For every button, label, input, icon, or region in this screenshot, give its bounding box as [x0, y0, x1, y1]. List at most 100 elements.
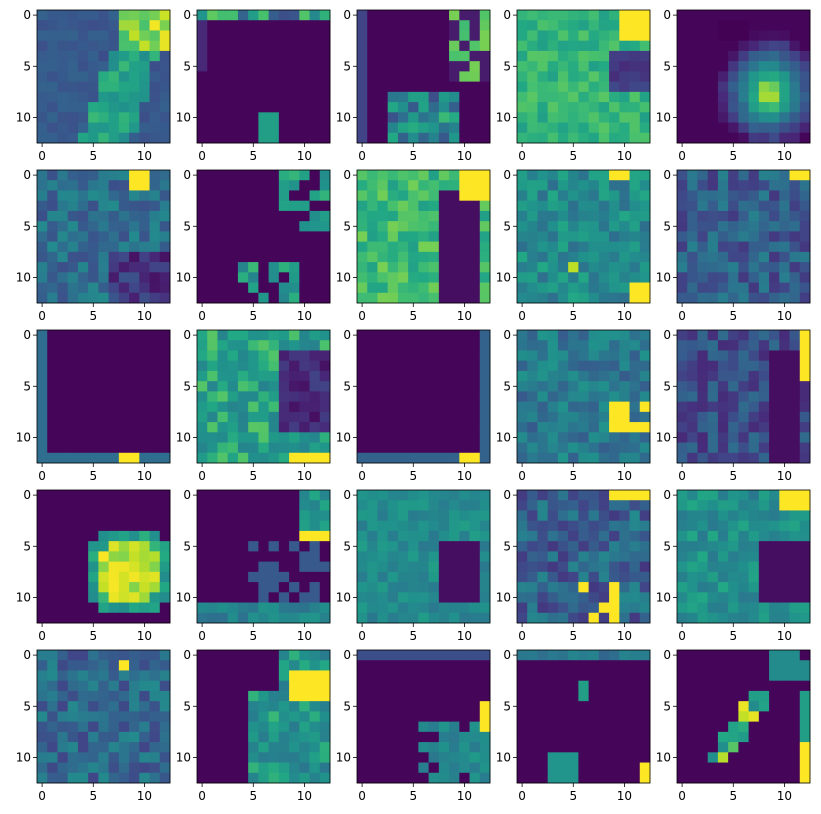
heatmap-cell: [449, 452, 460, 464]
heatmap-cell: [418, 391, 430, 403]
heatmap-cell: [289, 530, 300, 542]
heatmap-cell: [629, 360, 641, 372]
heatmap-cell: [578, 711, 590, 723]
heatmap-cell: [139, 221, 150, 232]
heatmap-cell: [319, 551, 331, 563]
heatmap-cell: [289, 50, 300, 62]
heatmap-cell: [738, 112, 750, 123]
heatmap-cell: [88, 30, 99, 42]
heatmap-cell: [677, 132, 688, 144]
heatmap-cell: [88, 122, 99, 134]
heatmap-cell: [779, 731, 790, 743]
heatmap-cell: [677, 91, 688, 103]
heatmap-cell: [707, 200, 719, 212]
heatmap-cell: [557, 530, 569, 542]
heatmap-cell: [459, 61, 470, 72]
heatmap-cell: [418, 452, 430, 464]
heatmap-cell: [557, 10, 569, 21]
heatmap-cell: [697, 731, 709, 743]
heatmap-cell: [799, 582, 811, 593]
heatmap-cell: [309, 132, 321, 144]
heatmap-cell: [408, 592, 419, 603]
heatmap-cell: [769, 50, 780, 62]
heatmap-cell: [619, 262, 630, 273]
heatmap-cell: [748, 381, 760, 392]
heatmap-cell: [459, 551, 470, 563]
heatmap-cell: [357, 340, 368, 351]
heatmap-cell: [139, 200, 150, 212]
heatmap-cell: [319, 701, 331, 712]
heatmap-cell: [299, 721, 310, 733]
heatmap-cell: [108, 411, 120, 423]
heatmap-cell: [459, 520, 470, 532]
y-tick-label: 5: [503, 59, 511, 73]
heatmap-cell: [547, 752, 559, 763]
heatmap-cell: [227, 221, 239, 232]
heatmap-cell: [748, 61, 760, 72]
heatmap-cell: [748, 190, 760, 202]
heatmap-cell: [357, 282, 368, 294]
heatmap-cell: [609, 650, 620, 661]
heatmap-cell: [479, 422, 491, 433]
heatmap-cell: [697, 112, 709, 123]
heatmap-cell: [568, 262, 579, 273]
heatmap-cell: [779, 670, 790, 682]
heatmap-cell: [557, 251, 569, 263]
heatmap-cell: [449, 20, 460, 31]
heatmap-cell: [639, 210, 651, 222]
heatmap-cell: [779, 81, 790, 93]
heatmap-cell: [357, 292, 368, 304]
heatmap-cell: [397, 752, 409, 763]
heatmap-cell: [578, 541, 590, 552]
heatmap-cell: [357, 680, 368, 692]
heatmap-cell: [609, 530, 620, 542]
y-tick-label: 10: [16, 270, 31, 284]
y-tick-label: 5: [343, 59, 351, 73]
heatmap-cell: [578, 330, 590, 341]
heatmap-cell: [108, 330, 120, 341]
heatmap-cell: [469, 50, 481, 62]
heatmap-cell: [129, 241, 140, 253]
heatmap-cell: [258, 340, 270, 351]
heatmap-cell: [309, 112, 321, 123]
heatmap-cell: [578, 530, 590, 542]
heatmap-cell: [299, 452, 310, 464]
heatmap-cell: [207, 180, 218, 191]
heatmap-cell: [537, 500, 549, 511]
heatmap-cell: [227, 530, 239, 542]
heatmap-cell: [367, 50, 378, 62]
heatmap-cell: [248, 660, 259, 671]
heatmap-cell: [619, 210, 630, 222]
heatmap-cell: [268, 241, 280, 253]
heatmap-cell: [449, 541, 460, 552]
heatmap-cell: [799, 251, 811, 263]
heatmap-cell: [779, 190, 790, 202]
heatmap-cell: [217, 592, 229, 603]
heatmap-cell: [88, 411, 99, 423]
heatmap-cell: [697, 680, 709, 692]
heatmap-cell: [309, 40, 321, 52]
heatmap-cell: [37, 330, 48, 341]
heatmap-cell: [37, 262, 48, 273]
heatmap-cell: [98, 391, 110, 403]
heatmap-cell: [677, 292, 688, 304]
heatmap-cell: [769, 132, 780, 144]
heatmap-cell: [568, 510, 579, 522]
heatmap-cell: [197, 762, 208, 774]
heatmap-cell: [408, 40, 419, 52]
heatmap-cell: [479, 20, 491, 31]
heatmap-cell: [728, 442, 739, 454]
heatmap-cell: [428, 411, 440, 423]
heatmap-cell: [237, 680, 249, 692]
y-tick-label: 10: [176, 750, 191, 764]
y-tick-label: 0: [503, 328, 511, 342]
heatmap-cell: [568, 500, 579, 511]
heatmap-cell: [547, 660, 559, 671]
heatmap-cell: [57, 231, 69, 243]
heatmap-cell: [57, 670, 69, 682]
heatmap-cell: [748, 571, 760, 583]
heatmap-cell: [227, 592, 239, 603]
heatmap-cell: [557, 112, 569, 123]
heatmap-cell: [588, 690, 600, 702]
heatmap-cell: [517, 650, 528, 661]
